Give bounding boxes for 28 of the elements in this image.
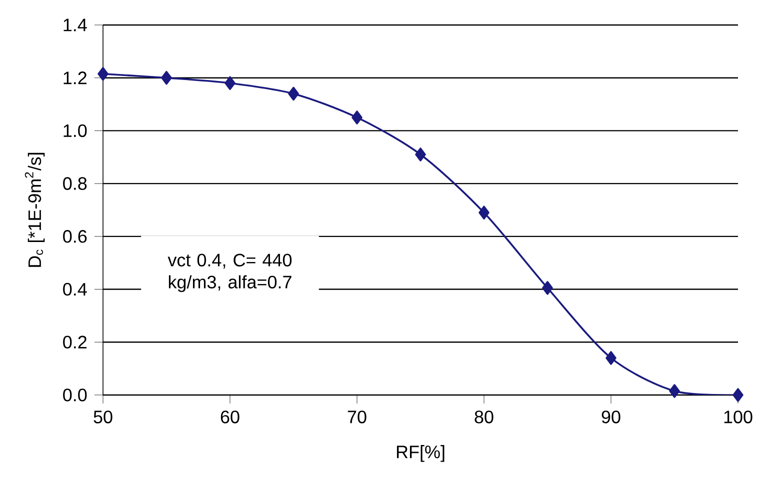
y-tick-label: 1.4 <box>64 18 87 32</box>
point <box>288 86 299 101</box>
x-tick-label: 80 <box>474 410 494 424</box>
y-tick-label: 1.0 <box>64 124 87 138</box>
point <box>669 384 680 398</box>
point <box>542 281 553 295</box>
y-tick-label: 0.6 <box>63 230 87 243</box>
point <box>606 351 616 365</box>
x-tick-label: 100 <box>724 410 752 424</box>
x-tick-label: 50 <box>94 410 112 424</box>
y-tick-label: 0.2 <box>63 336 86 349</box>
x-tick-label: 60 <box>220 410 240 424</box>
x-tick-label: 70 <box>348 410 366 424</box>
point <box>732 388 744 402</box>
point <box>98 66 108 81</box>
point <box>224 76 236 90</box>
point <box>478 206 490 220</box>
point <box>161 70 172 85</box>
x-tick-label: 90 <box>602 410 620 424</box>
y-tick-label: 0.4 <box>63 282 87 296</box>
y-tick-label: 0.0 <box>63 388 87 402</box>
annotation: vct 0.4, C= 440 kg/m3, alfa=0.7 <box>168 254 292 292</box>
point <box>352 110 362 124</box>
x-axis-title: RF[%] <box>396 445 444 462</box>
y-tick-label: 0.8 <box>63 177 87 190</box>
y-tick-label: 1.2 <box>64 72 86 84</box>
y-axis-title: D$_{c}$ [*1E-9m$^{2}$/s] <box>24 152 45 267</box>
point <box>415 148 426 162</box>
